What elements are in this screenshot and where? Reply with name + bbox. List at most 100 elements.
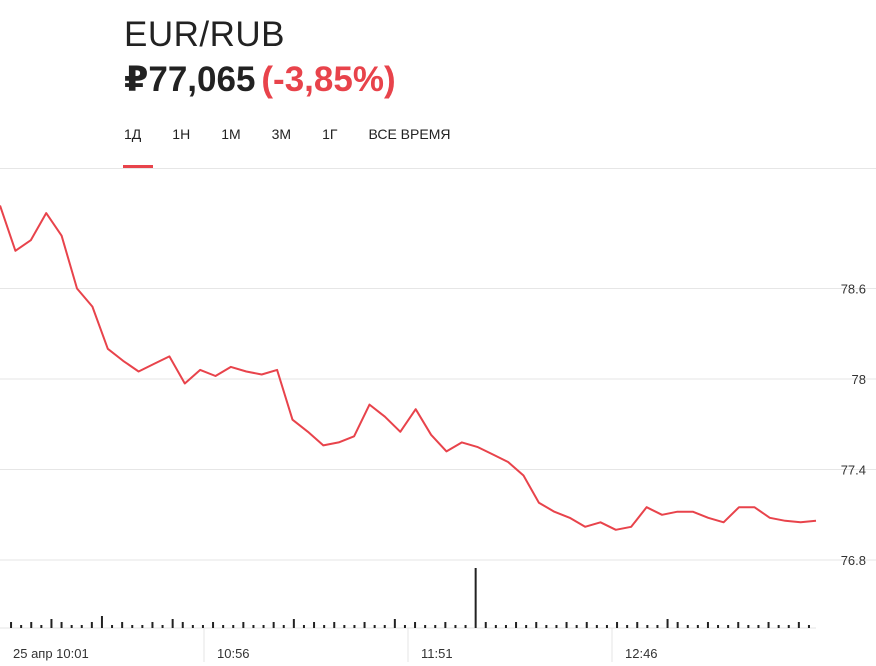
volume-bar — [656, 625, 659, 628]
volume-bar — [292, 619, 295, 628]
volume-bar — [343, 625, 346, 628]
volume-bar — [363, 622, 366, 628]
volume-bar — [131, 625, 134, 628]
volume-bar — [484, 622, 487, 628]
period-tabs: 1Д 1Н 1М 3М 1Г ВСЕ ВРЕМЯ — [122, 126, 481, 168]
volume-bar — [626, 625, 629, 628]
volume-bar — [50, 619, 53, 628]
price-change: (-3,85%) — [261, 60, 396, 99]
price-line — [0, 205, 817, 531]
volume-bar — [767, 622, 770, 628]
volume-bar — [686, 625, 689, 628]
volume-bar — [616, 622, 619, 628]
tab-1m[interactable]: 1М — [221, 126, 241, 142]
y-tick-label: 78.6 — [841, 282, 866, 297]
volume-bar — [100, 616, 103, 628]
volume-bar — [555, 625, 558, 628]
volume-bar — [282, 625, 285, 628]
volume-bar — [80, 625, 83, 628]
volume-bar — [464, 625, 467, 628]
volume-bar — [40, 625, 43, 628]
volume-bar — [414, 622, 417, 628]
volume-bar — [252, 625, 255, 628]
volume-bar — [474, 568, 477, 628]
tab-1w[interactable]: 1Н — [172, 126, 191, 142]
volume-bar — [151, 622, 154, 628]
volume-bar — [60, 622, 63, 628]
volume-bar — [525, 625, 528, 628]
volume-bar — [434, 625, 437, 628]
volume-bar — [595, 625, 598, 628]
volume-bar — [444, 622, 447, 628]
volume-bar — [212, 622, 215, 628]
tab-all-time[interactable]: ВСЕ ВРЕМЯ — [368, 126, 451, 142]
volume-bar — [302, 625, 305, 628]
x-tick-label: 10:56 — [217, 646, 250, 661]
volume-bar — [575, 625, 578, 628]
volume-bar — [70, 625, 73, 628]
volume-bar — [696, 625, 699, 628]
volume-bar — [706, 622, 709, 628]
volume-bar — [504, 625, 507, 628]
volume-bar — [383, 625, 386, 628]
volume-bar — [787, 625, 790, 628]
volume-bar — [161, 625, 164, 628]
volume-bar — [676, 622, 679, 628]
volume-bar — [181, 622, 184, 628]
volume-bar — [545, 625, 548, 628]
volume-bar — [30, 622, 33, 628]
current-price: ₽77,065 — [124, 60, 256, 99]
volume-bar — [111, 625, 114, 628]
x-tick-label: 25 апр 10:01 — [13, 646, 89, 661]
volume-bar — [646, 625, 649, 628]
volume-bar — [333, 622, 336, 628]
volume-bar — [90, 622, 93, 628]
volume-bar — [272, 622, 275, 628]
volume-bar — [636, 622, 639, 628]
y-tick-label: 77.4 — [841, 463, 866, 478]
volume-bar — [454, 625, 457, 628]
volume-bar — [393, 619, 396, 628]
tab-1y[interactable]: 1Г — [322, 126, 338, 142]
header-divider — [0, 168, 876, 169]
volume-bar — [201, 625, 204, 628]
volume-bar — [121, 622, 124, 628]
volume-bar — [747, 625, 750, 628]
volume-bar — [777, 625, 780, 628]
volume-bar — [242, 622, 245, 628]
volume-bar — [403, 625, 406, 628]
tab-3m[interactable]: 3М — [271, 126, 292, 142]
volume-bar — [424, 625, 427, 628]
volume-bar — [10, 622, 13, 628]
volume-bar — [807, 625, 810, 628]
tab-1d[interactable]: 1Д — [122, 126, 154, 168]
volume-bar — [222, 625, 225, 628]
volume-bar — [797, 622, 800, 628]
volume-bar — [585, 622, 588, 628]
volume-bar — [353, 625, 356, 628]
volume-bar — [20, 625, 23, 628]
x-tick-label: 11:51 — [421, 646, 453, 661]
volume-bar — [373, 625, 376, 628]
volume-bar — [515, 622, 518, 628]
volume-bar — [313, 622, 316, 628]
y-tick-label: 76.8 — [841, 553, 866, 568]
volume-bar — [141, 625, 144, 628]
volume-bar — [171, 619, 174, 628]
volume-bar — [232, 625, 235, 628]
volume-bar — [666, 619, 669, 628]
price-row: ₽77,065 (-3,85%) — [124, 58, 396, 109]
volume-bar — [262, 625, 265, 628]
volume-bar — [535, 622, 538, 628]
currency-pair-title: EUR/RUB — [124, 15, 286, 54]
quote-header: EUR/RUB ₽77,065 (-3,85%) — [124, 14, 396, 109]
volume-bar — [494, 625, 497, 628]
volume-bar — [323, 625, 326, 628]
volume-bar — [727, 625, 730, 628]
volume-bar — [191, 625, 194, 628]
y-tick-label: 78 — [852, 372, 866, 387]
volume-bar — [717, 625, 720, 628]
volume-bar — [565, 622, 568, 628]
x-tick-label: 12:46 — [625, 646, 658, 661]
